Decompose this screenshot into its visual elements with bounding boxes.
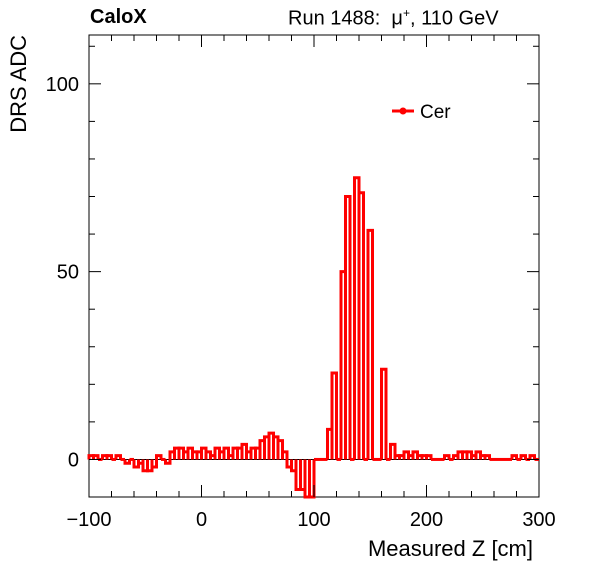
histogram-bin	[344, 195, 352, 460]
histogram-bin	[510, 454, 518, 460]
x-tick-label: 200	[410, 509, 443, 531]
y-axis-title: DRS ADC	[6, 35, 31, 133]
histogram-bin	[519, 454, 527, 460]
y-tick-label: 100	[46, 74, 79, 96]
run-label: Run 1488:	[288, 7, 381, 30]
histogram-bin	[281, 450, 289, 460]
histogram-bin	[366, 228, 374, 460]
particle-label: μ	[391, 7, 403, 30]
x-axis-title: Measured Z [cm]	[368, 536, 533, 561]
histogram-bin	[425, 454, 433, 460]
histogram-bin	[443, 454, 451, 460]
x-tick-label: −100	[66, 509, 111, 531]
plot-frame	[88, 34, 540, 498]
histogram-bin	[528, 454, 536, 460]
x-tick-label: 300	[522, 509, 555, 531]
histogram-bin	[114, 454, 122, 460]
legend-marker	[399, 107, 407, 115]
y-tick-label: 0	[68, 449, 79, 471]
histogram-bin	[380, 367, 388, 460]
histogram-bin	[92, 454, 100, 460]
y-tick-label: 50	[57, 262, 79, 284]
histogram-bin	[483, 454, 491, 460]
x-tick-label: 100	[297, 509, 330, 531]
histogram-bin	[330, 371, 338, 460]
histogram-bin	[105, 454, 113, 460]
histogram-bin	[222, 446, 230, 460]
energy-label: , 110 GeV	[409, 7, 499, 30]
legend-label: Cer	[420, 102, 451, 123]
histogram-bin	[150, 459, 158, 469]
x-tick-label: 0	[196, 509, 207, 531]
chart-header-experiment: CaloX	[90, 6, 147, 28]
histogram-bin	[389, 442, 397, 460]
particle-charge: +	[402, 6, 410, 20]
histogram-bin	[155, 454, 163, 460]
histogram-bin	[357, 191, 365, 460]
histogram-bin	[308, 459, 316, 499]
histogram-bin	[123, 459, 131, 465]
histogram-bin	[164, 459, 172, 465]
histogram-bin	[276, 439, 284, 460]
chart-header-run-info: Run 1488: μ+, 110 GeV	[288, 6, 499, 31]
